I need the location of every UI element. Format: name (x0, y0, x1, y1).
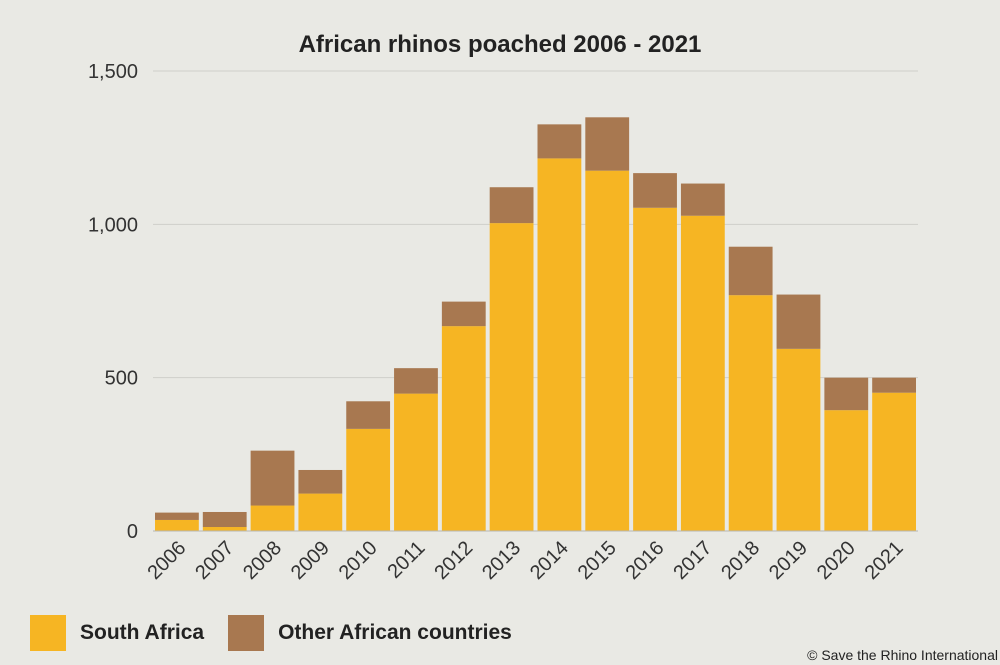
x-tick-label: 2012 (430, 537, 477, 584)
bar-other-african-countries-2010 (346, 401, 391, 429)
x-axis: 2006 2007 2008 2009 2010 2011 2012 2013 2014 2015… (143, 530, 918, 584)
bar-other-african-countries-2018 (728, 246, 773, 296)
bar-south-africa-2007 (202, 527, 247, 531)
chart-title: African rhinos poached 2006 - 2021 (299, 31, 702, 58)
x-tick-label: 2006 (143, 537, 190, 584)
x-tick-label: 2017 (669, 537, 716, 584)
x-tick-label: 2021 (861, 537, 908, 584)
legend-swatch-south-africa (30, 615, 66, 651)
bar-south-africa-2006 (155, 519, 199, 531)
x-tick-label: 2011 (384, 537, 430, 583)
bar-other-african-countries-2009 (298, 469, 343, 494)
bar-other-african-countries-2014 (537, 124, 582, 159)
bar-other-african-countries-2006 (155, 512, 199, 520)
bar-other-african-countries-2017 (680, 183, 725, 216)
bar-other-african-countries-2012 (441, 301, 486, 327)
bars (155, 117, 916, 532)
x-tick-label: 2019 (765, 537, 812, 584)
y-tick-label: 1,500 (88, 61, 138, 83)
x-tick-label: 2018 (717, 537, 764, 584)
bar-south-africa-2008 (250, 505, 295, 531)
bar-other-african-countries-2020 (824, 377, 869, 411)
y-tick-label: 0 (127, 521, 138, 543)
bar-other-african-countries-2011 (394, 368, 438, 394)
bar-south-africa-2014 (537, 158, 582, 531)
bar-other-african-countries-2008 (250, 450, 295, 506)
bar-south-africa-2009 (298, 493, 343, 531)
x-tick-label: 2009 (287, 537, 334, 584)
x-tick-label: 2016 (622, 537, 669, 584)
x-tick-label: 2020 (813, 537, 860, 584)
bar-south-africa-2010 (346, 428, 391, 531)
y-tick-label: 1,000 (88, 214, 138, 236)
x-tick-label: 2007 (191, 537, 238, 584)
bar-south-africa-2012 (441, 326, 486, 531)
legend-swatch-other-african-countries (228, 615, 265, 651)
bar-south-africa-2016 (633, 207, 677, 532)
x-tick-label: 2010 (335, 537, 382, 584)
bar-other-african-countries-2013 (489, 187, 534, 224)
bar-south-africa-2018 (728, 295, 773, 531)
x-tick-label: 2008 (239, 537, 286, 584)
bar-other-african-countries-2016 (633, 173, 677, 208)
bar-other-african-countries-2019 (776, 294, 821, 349)
bar-south-africa-2015 (585, 170, 630, 531)
legend-label-south-africa: South Africa (80, 621, 205, 644)
legend-label-other-african-countries: Other African countries (278, 621, 512, 644)
bar-south-africa-2011 (394, 393, 438, 531)
bar-south-africa-2019 (776, 348, 821, 531)
y-tick-label: 500 (105, 368, 138, 390)
bar-south-africa-2020 (824, 410, 869, 531)
y-axis: 0 500 1,000 1,500 (88, 61, 138, 543)
credit: © Save the Rhino International (807, 647, 998, 663)
x-tick-label: 2015 (574, 537, 621, 584)
bar-south-africa-2013 (489, 223, 534, 531)
bar-south-africa-2017 (680, 215, 725, 531)
x-tick-label: 2014 (526, 537, 573, 584)
bar-south-africa-2021 (872, 392, 916, 531)
legend: South Africa Other African countries (30, 615, 536, 651)
bar-other-african-countries-2021 (872, 377, 916, 393)
bar-other-african-countries-2015 (585, 117, 630, 171)
chart: African rhinos poached 2006 - 2021 0 500 1… (88, 31, 918, 584)
bar-other-african-countries-2007 (202, 511, 247, 528)
x-tick-label: 2013 (478, 537, 525, 584)
